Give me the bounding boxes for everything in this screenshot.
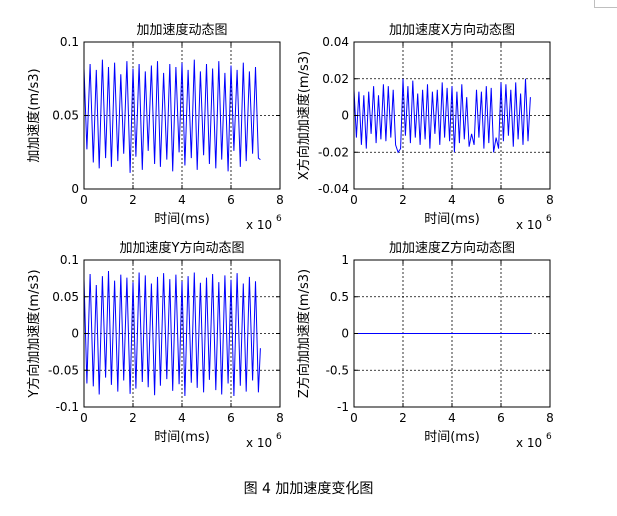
y-axis-label: 加加速度(m/s3)	[26, 68, 42, 162]
x-tick-label: 0	[80, 411, 88, 425]
y-tick-label: -0.04	[318, 182, 349, 196]
y-tick-label: 0.1	[60, 35, 79, 49]
y-tick-label: 0	[71, 327, 79, 341]
chart-title: 加加速度Y方向动态图	[120, 240, 245, 256]
x-multiplier: x 10	[246, 218, 272, 232]
x-tick-label: 6	[497, 411, 505, 425]
y-tick-label: -0.05	[48, 363, 79, 377]
subplot-2: 0 2 4 6 8 -0.04 -0.02 0 0.02 0.04 加加速度X方向动态图时间(ms)…	[296, 22, 554, 232]
x-tick-label: 0	[350, 193, 358, 207]
x-tick-label: 8	[546, 193, 554, 207]
y-tick-label: 0	[71, 182, 79, 196]
y-axis-label: Z方向加加速度(m/s3)	[296, 269, 312, 398]
x-tick-label: 6	[227, 193, 235, 207]
series-line	[83, 59, 261, 173]
x-tick-label: 8	[276, 411, 284, 425]
y-axis-label: X方向加加速度(m/s3)	[296, 51, 312, 180]
y-tick-label: -0.02	[318, 145, 349, 159]
x-tick-label: 4	[448, 193, 456, 207]
x-multiplier: x 10	[516, 218, 542, 232]
x-multiplier: x 10	[246, 436, 272, 450]
y-tick-label: 0.02	[322, 72, 349, 86]
y-tick-label: -1	[337, 400, 349, 414]
x-tick-label: 8	[276, 193, 284, 207]
y-tick-label: 0.05	[52, 290, 79, 304]
x-multiplier: x 10	[516, 436, 542, 450]
x-axis-label: 时间(ms)	[154, 430, 210, 445]
x-tick-label: 6	[227, 411, 235, 425]
series-line	[83, 270, 261, 397]
x-tick-label: 4	[178, 193, 186, 207]
y-tick-label: 1	[341, 253, 349, 267]
x-axis-label: 时间(ms)	[424, 212, 480, 227]
y-tick-label: 0	[341, 327, 349, 341]
x-tick-label: 8	[546, 411, 554, 425]
window-edge-line	[594, 0, 617, 8]
y-tick-label: 0.5	[330, 290, 349, 304]
y-tick-label: 0.05	[52, 109, 79, 123]
y-tick-label: 0.04	[322, 35, 349, 49]
x-tick-label: 6	[497, 193, 505, 207]
x-tick-label: 0	[80, 193, 88, 207]
x-tick-label: 2	[129, 193, 137, 207]
series-line	[353, 78, 531, 154]
x-tick-label: 4	[448, 411, 456, 425]
x-multiplier-exponent: 6	[546, 432, 552, 442]
x-axis-label: 时间(ms)	[154, 212, 210, 227]
chart-title: 加加速度Z方向动态图	[389, 240, 515, 256]
y-tick-label: -0.5	[326, 363, 349, 377]
figure-caption: 图 4 加加速度变化图	[243, 481, 374, 497]
y-tick-label: 0.1	[60, 253, 79, 267]
chart-title: 加加速度动态图	[136, 22, 227, 38]
x-multiplier-exponent: 6	[276, 214, 282, 224]
x-tick-label: 2	[399, 411, 407, 425]
x-tick-label: 2	[129, 411, 137, 425]
x-axis-label: 时间(ms)	[424, 430, 480, 445]
chart-title: 加加速度X方向动态图	[389, 22, 515, 38]
y-tick-label: 0	[341, 109, 349, 123]
y-axis-label: Y方向加加速度(m/s3)	[26, 269, 42, 398]
x-tick-label: 2	[399, 193, 407, 207]
x-multiplier-exponent: 6	[546, 214, 552, 224]
x-tick-label: 0	[350, 411, 358, 425]
y-tick-label: -0.1	[56, 400, 79, 414]
x-multiplier-exponent: 6	[276, 432, 282, 442]
x-tick-label: 4	[178, 411, 186, 425]
